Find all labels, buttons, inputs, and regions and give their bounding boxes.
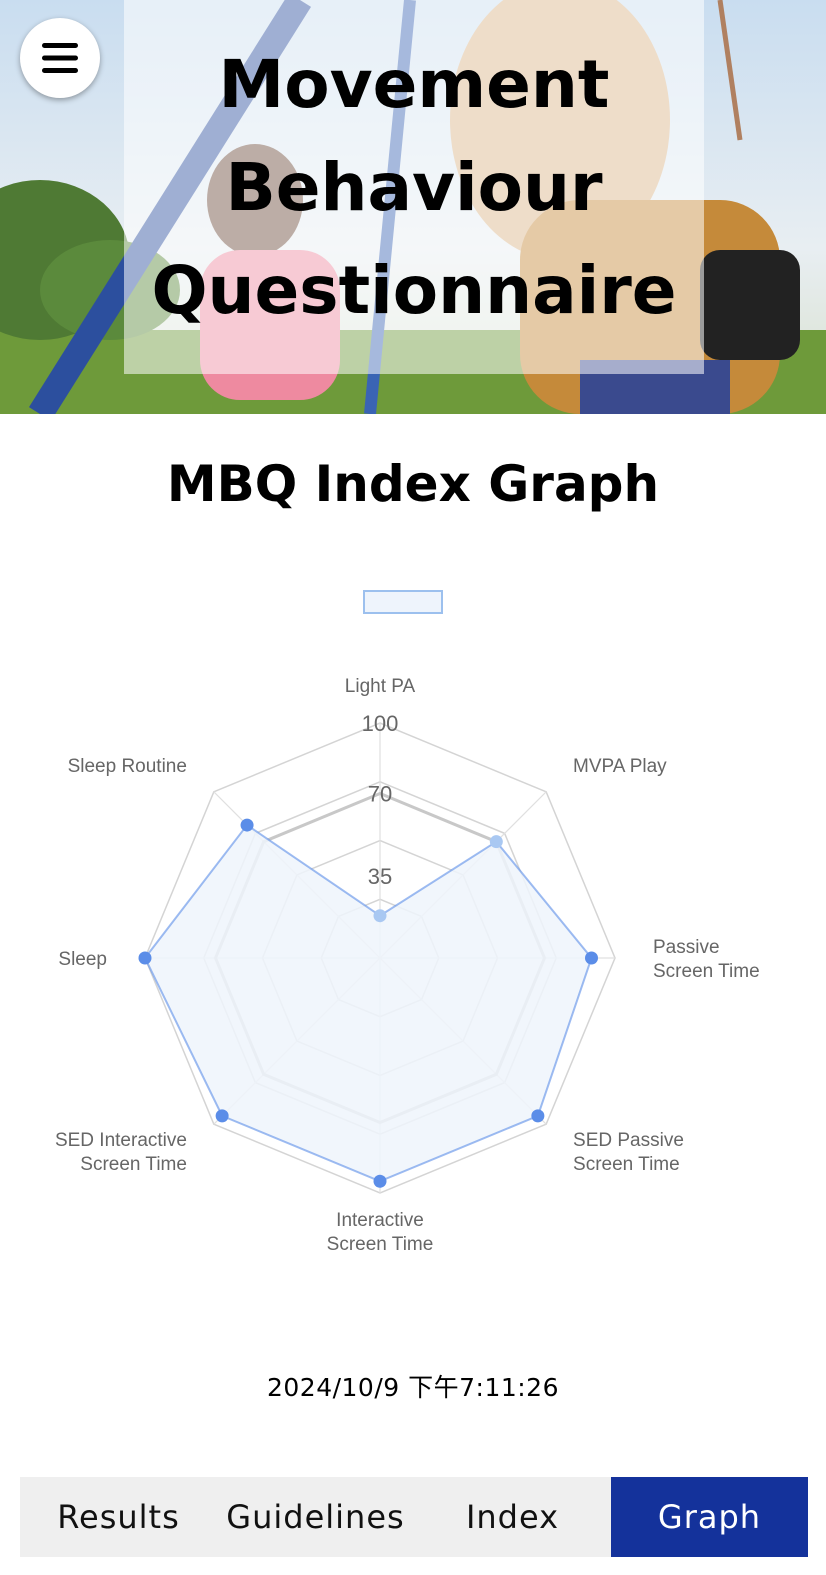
- axis-label: MVPA Play: [573, 756, 667, 777]
- axis-label: SED Interactive Screen Time: [55, 1130, 187, 1175]
- hamburger-menu-icon: [42, 43, 78, 73]
- data-point: [138, 951, 152, 965]
- tab-label: Index: [465, 1498, 560, 1536]
- title-box: Movement Behaviour Questionnaire: [124, 0, 704, 374]
- axis-label: SED Passive Screen Time: [573, 1130, 684, 1175]
- page-title: Movement Behaviour Questionnaire: [151, 45, 677, 329]
- data-point: [531, 1109, 545, 1123]
- axis-label: Sleep: [58, 949, 107, 970]
- bottom-nav: Results Guidelines Index Graph: [20, 1477, 808, 1557]
- tab-guidelines[interactable]: Guidelines: [217, 1477, 414, 1557]
- tick-label: 100: [362, 711, 399, 736]
- axis-label: Sleep Routine: [68, 756, 187, 777]
- section-title: MBQ Index Graph: [166, 455, 660, 513]
- data-point: [489, 835, 503, 849]
- axis-label: Passive Screen Time: [653, 937, 760, 982]
- axis-label: Light PA: [345, 676, 416, 697]
- hero-banner: Movement Behaviour Questionnaire: [0, 0, 826, 414]
- tab-label: Graph: [657, 1498, 762, 1536]
- tick-label: 70: [368, 782, 392, 807]
- data-point: [373, 909, 387, 923]
- menu-button[interactable]: [20, 18, 100, 98]
- data-point: [215, 1109, 229, 1123]
- data-point: [585, 951, 598, 965]
- tab-index[interactable]: Index: [414, 1477, 611, 1557]
- tab-label: Results: [57, 1498, 180, 1536]
- tab-results[interactable]: Results: [20, 1477, 217, 1557]
- axis-label: Interactive Screen Time: [327, 1210, 434, 1255]
- tab-graph[interactable]: Graph: [611, 1477, 808, 1557]
- tab-label: Guidelines: [226, 1498, 405, 1536]
- timestamp: 2024/10/9 下午7:11:26: [266, 1373, 559, 1402]
- data-point: [240, 818, 254, 832]
- tick-label: 35: [368, 864, 392, 889]
- radar-chart: 35 70 100 Light PA MVPA Play Passive Screen Ti…: [55, 676, 760, 1255]
- data-point: [373, 1174, 387, 1188]
- legend-swatch[interactable]: [363, 590, 443, 614]
